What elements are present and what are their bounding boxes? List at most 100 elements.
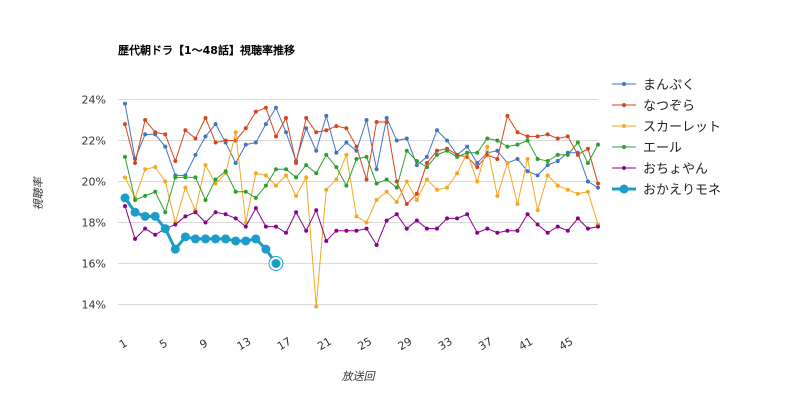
data-point[interactable]	[404, 179, 409, 184]
data-point[interactable]	[545, 159, 550, 163]
data-point[interactable]	[495, 138, 500, 143]
data-point[interactable]	[241, 236, 251, 246]
data-point[interactable]	[123, 204, 127, 209]
data-point[interactable]	[545, 163, 550, 168]
data-point[interactable]	[140, 211, 150, 221]
data-point[interactable]	[243, 189, 248, 194]
data-point[interactable]	[334, 124, 339, 129]
data-point[interactable]	[284, 115, 289, 120]
data-point[interactable]	[575, 216, 580, 221]
data-point[interactable]	[173, 159, 178, 163]
data-point[interactable]	[394, 212, 399, 217]
data-point[interactable]	[284, 167, 289, 172]
data-point[interactable]	[221, 234, 231, 244]
data-point[interactable]	[596, 185, 600, 190]
data-point[interactable]	[596, 181, 600, 186]
data-point[interactable]	[133, 197, 138, 202]
data-point[interactable]	[525, 134, 530, 139]
data-point[interactable]	[150, 211, 160, 221]
data-point[interactable]	[304, 115, 309, 120]
data-point[interactable]	[445, 216, 450, 221]
data-point[interactable]	[414, 197, 419, 202]
data-point[interactable]	[535, 134, 540, 139]
data-point[interactable]	[233, 189, 238, 194]
data-point[interactable]	[525, 138, 530, 143]
data-point[interactable]	[465, 150, 470, 155]
data-point[interactable]	[414, 163, 419, 168]
data-point[interactable]	[505, 144, 510, 149]
data-point[interactable]	[555, 224, 560, 229]
data-point[interactable]	[123, 101, 127, 106]
data-point[interactable]	[273, 224, 278, 229]
legend-item[interactable]: おちょやん	[612, 162, 708, 177]
data-point[interactable]	[565, 228, 570, 233]
data-point[interactable]	[445, 185, 450, 190]
data-point[interactable]	[585, 226, 590, 231]
data-point[interactable]	[203, 163, 208, 168]
data-point[interactable]	[434, 128, 439, 133]
data-point[interactable]	[123, 154, 127, 159]
data-point[interactable]	[190, 234, 200, 244]
data-point[interactable]	[223, 138, 228, 143]
data-point[interactable]	[404, 226, 409, 231]
data-point[interactable]	[324, 152, 329, 157]
data-point[interactable]	[294, 175, 299, 180]
data-point[interactable]	[575, 140, 580, 145]
data-point[interactable]	[374, 181, 379, 186]
data-point[interactable]	[123, 122, 127, 127]
data-point[interactable]	[183, 185, 188, 190]
data-point[interactable]	[304, 163, 309, 168]
data-point[interactable]	[233, 161, 238, 166]
data-point[interactable]	[253, 109, 258, 114]
data-point[interactable]	[354, 144, 359, 149]
data-point[interactable]	[263, 122, 268, 127]
data-point[interactable]	[123, 175, 127, 180]
legend-item[interactable]: おかえりモネ	[612, 183, 721, 198]
data-point[interactable]	[374, 167, 379, 172]
data-point[interactable]	[535, 222, 540, 227]
data-point[interactable]	[475, 230, 480, 235]
data-point[interactable]	[143, 132, 148, 137]
data-point[interactable]	[354, 228, 359, 233]
data-point[interactable]	[253, 195, 258, 200]
data-point[interactable]	[344, 152, 349, 157]
data-point[interactable]	[505, 228, 510, 233]
data-point[interactable]	[495, 193, 500, 198]
data-point[interactable]	[213, 122, 218, 127]
data-point[interactable]	[545, 173, 550, 178]
data-point[interactable]	[575, 152, 580, 157]
data-point[interactable]	[233, 216, 238, 221]
legend-item[interactable]: エール	[612, 141, 682, 156]
data-point[interactable]	[565, 152, 570, 157]
data-point[interactable]	[424, 154, 429, 159]
data-point[interactable]	[223, 169, 228, 174]
data-point[interactable]	[284, 130, 289, 135]
data-point[interactable]	[334, 165, 339, 170]
data-point[interactable]	[324, 187, 329, 192]
data-point[interactable]	[173, 175, 178, 180]
data-point[interactable]	[314, 130, 319, 135]
data-point[interactable]	[364, 118, 369, 122]
data-point[interactable]	[263, 224, 268, 229]
data-point[interactable]	[271, 259, 281, 268]
data-point[interactable]	[344, 228, 349, 233]
data-point[interactable]	[243, 142, 248, 147]
data-point[interactable]	[153, 130, 158, 135]
data-point[interactable]	[223, 212, 228, 217]
data-point[interactable]	[434, 187, 439, 192]
data-point[interactable]	[263, 173, 268, 178]
data-point[interactable]	[251, 234, 261, 244]
data-point[interactable]	[515, 228, 520, 233]
data-point[interactable]	[344, 183, 349, 188]
data-point[interactable]	[535, 156, 540, 161]
data-point[interactable]	[475, 150, 480, 155]
data-point[interactable]	[374, 120, 379, 125]
data-point[interactable]	[445, 148, 450, 153]
data-point[interactable]	[261, 244, 271, 254]
data-point[interactable]	[284, 230, 289, 235]
data-point[interactable]	[525, 156, 530, 161]
data-point[interactable]	[130, 207, 140, 217]
legend-item[interactable]: なつぞら	[612, 99, 695, 114]
data-point[interactable]	[565, 134, 570, 139]
data-point[interactable]	[585, 161, 590, 166]
